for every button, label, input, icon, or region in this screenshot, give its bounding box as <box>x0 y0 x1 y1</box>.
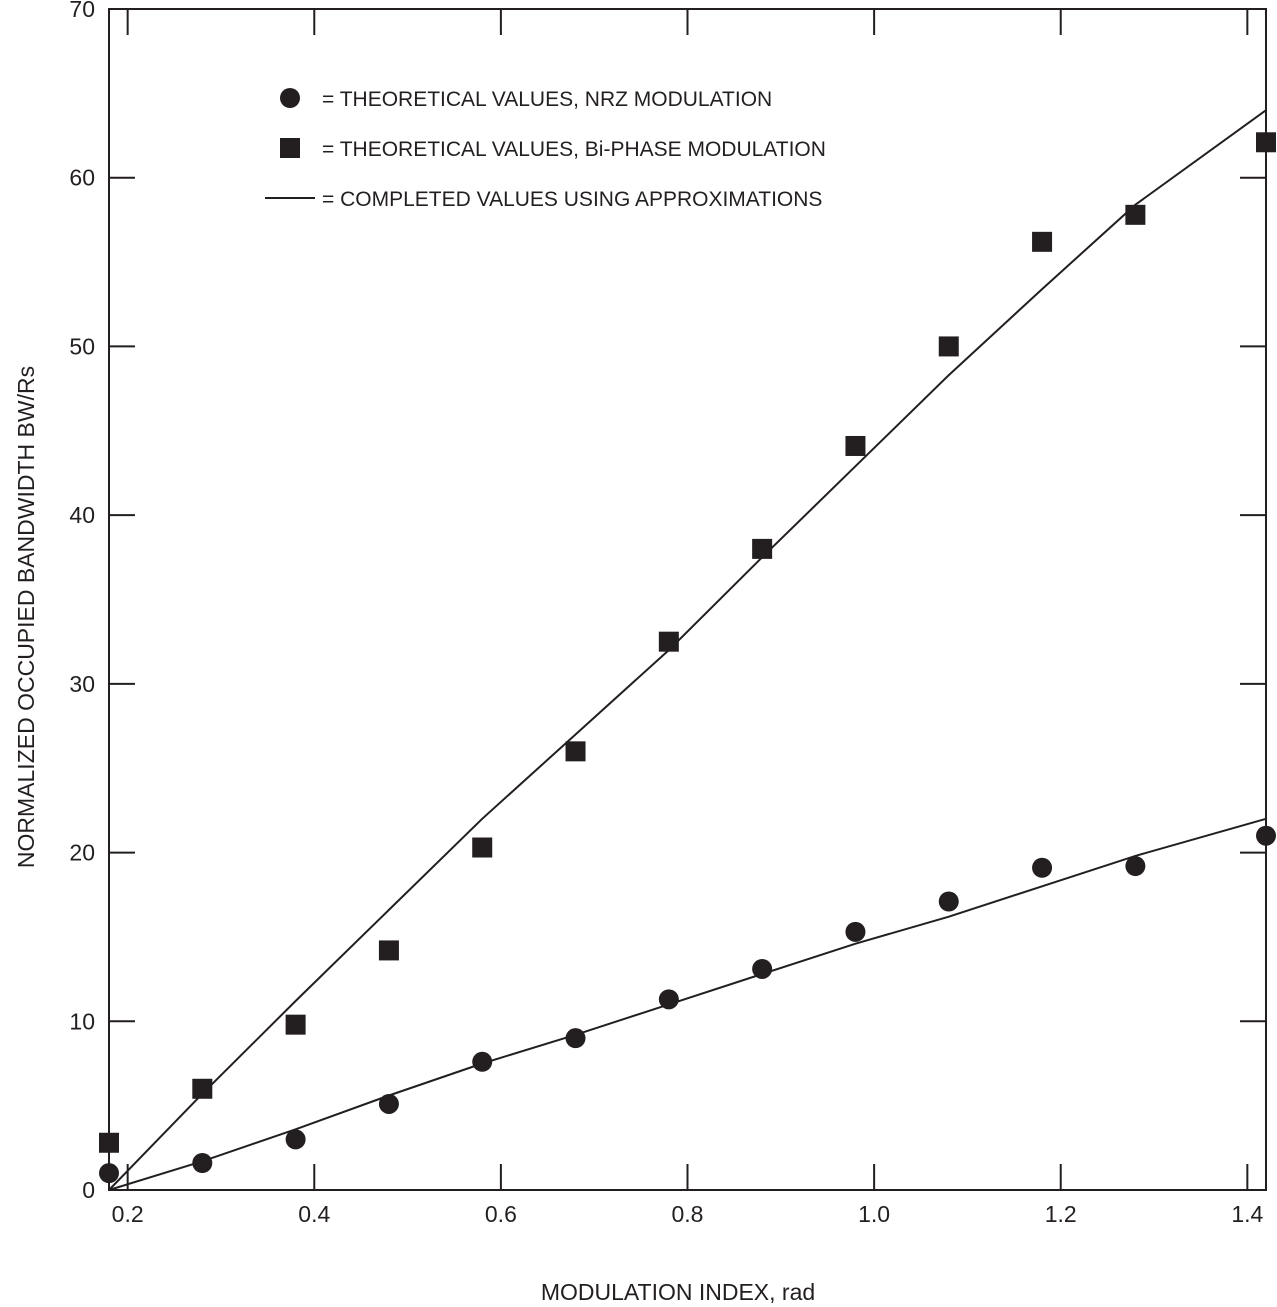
y-tick-label: 50 <box>69 333 95 359</box>
legend-marker-circle <box>280 88 300 108</box>
legend-label: = COMPLETED VALUES USING APPROXIMATIONS <box>322 188 822 211</box>
data-points-group <box>99 132 1276 1184</box>
biphase-point <box>99 1132 119 1153</box>
biphase-point <box>472 837 493 858</box>
legend-label: = THEORETICAL VALUES, Bi-PHASE MODULATIO… <box>322 138 826 161</box>
approximation-line-1 <box>108 817 1267 1191</box>
axis-ticks-group: 0.2 0.4 0.6 0.8 1.0 1.2 1.4 0 10 20 30 40 50 60 70 <box>69 0 1266 1227</box>
y-tick-label: 60 <box>69 165 95 191</box>
y-tick-label: 30 <box>69 671 95 697</box>
y-tick-label: 10 <box>69 1008 95 1034</box>
y-tick-label: 40 <box>69 502 95 528</box>
nrz-point <box>472 1051 493 1072</box>
approximation-line-2 <box>108 109 1267 1191</box>
legend-marker-square <box>280 138 300 158</box>
biphase-point <box>1032 231 1053 252</box>
x-tick-label: 1.2 <box>1045 1201 1077 1227</box>
biphase-point <box>378 940 399 961</box>
x-tick-label: 1.4 <box>1231 1201 1263 1227</box>
biphase-point <box>938 336 959 357</box>
legend: = THEORETICAL VALUES, NRZ MODULATION = TH… <box>265 88 826 211</box>
nrz-point <box>378 1093 399 1114</box>
nrz-point <box>285 1129 306 1150</box>
nrz-point <box>845 921 866 942</box>
y-axis-title: NORMALIZED OCCUPIED BANDWIDTH BW/Rs <box>13 366 39 868</box>
biphase-point <box>752 538 773 559</box>
nrz-point <box>938 891 959 912</box>
biphase-point <box>658 631 679 652</box>
nrz-point <box>565 1028 586 1049</box>
x-tick-label: 1.0 <box>858 1201 890 1227</box>
nrz-point <box>658 989 679 1010</box>
biphase-point <box>565 741 586 762</box>
biphase-point <box>1256 132 1276 153</box>
y-tick-label: 0 <box>82 1177 95 1203</box>
biphase-point <box>845 435 866 456</box>
x-tick-label: 0.6 <box>485 1201 517 1227</box>
biphase-point <box>192 1078 213 1099</box>
nrz-point <box>1256 825 1276 846</box>
nrz-point <box>752 958 773 979</box>
y-tick-label: 20 <box>69 840 95 866</box>
nrz-point <box>192 1153 213 1174</box>
biphase-point <box>1125 204 1146 225</box>
legend-label: = THEORETICAL VALUES, NRZ MODULATION <box>322 88 772 111</box>
x-axis-title: MODULATION INDEX, rad <box>541 1279 815 1305</box>
fit-lines-group <box>108 109 1267 1191</box>
x-tick-label: 0.4 <box>298 1201 330 1227</box>
nrz-point <box>1125 856 1146 877</box>
x-tick-label: 0.8 <box>672 1201 704 1227</box>
x-tick-label: 0.2 <box>112 1201 144 1227</box>
y-tick-label: 70 <box>69 0 95 22</box>
nrz-point <box>1032 857 1053 878</box>
nrz-point <box>99 1163 119 1184</box>
biphase-point <box>285 1014 306 1035</box>
